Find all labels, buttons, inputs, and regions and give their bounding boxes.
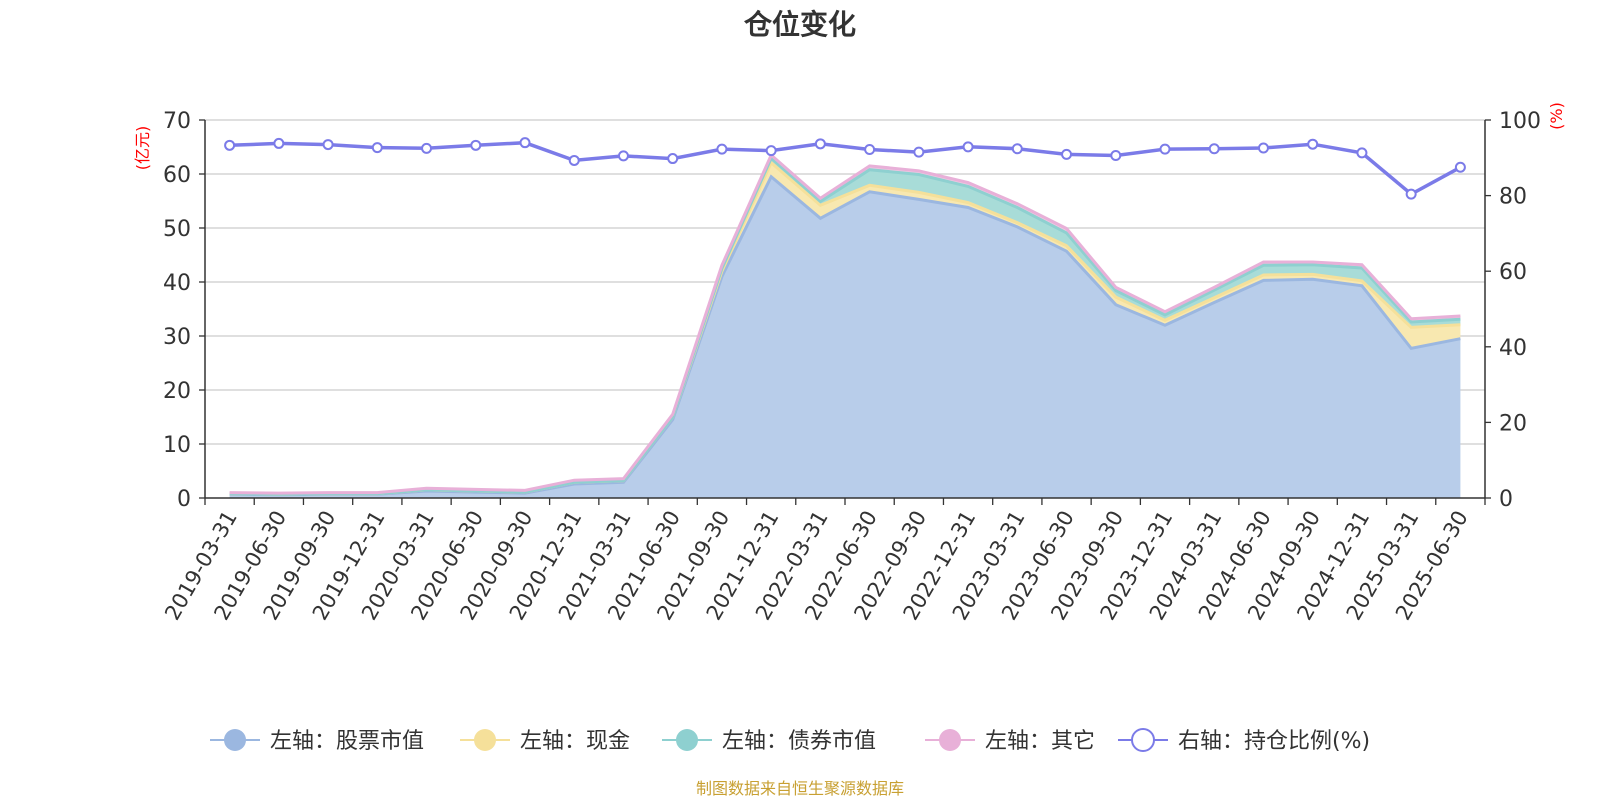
ratio-point xyxy=(1061,148,1073,160)
legend-label: 左轴：债券市值 xyxy=(722,729,876,754)
ratio-point xyxy=(1110,150,1122,162)
ratio-point xyxy=(913,146,925,158)
ratio-point xyxy=(716,143,728,155)
legend-label: 左轴：其它 xyxy=(985,729,1095,754)
right-tick-label: 100 xyxy=(1499,109,1541,134)
area-左轴：股票市值 xyxy=(229,176,1461,498)
left-tick-label: 40 xyxy=(163,271,191,296)
ratio-point xyxy=(470,139,482,151)
legend-item[interactable]: 左轴：股票市值 xyxy=(210,729,424,754)
legend-marker xyxy=(939,729,961,751)
right-tick-label: 0 xyxy=(1499,487,1513,512)
left-tick-label: 50 xyxy=(163,217,191,242)
right-tick-label: 80 xyxy=(1499,185,1527,210)
legend-label: 左轴：股票市值 xyxy=(270,729,424,754)
ratio-point xyxy=(1356,147,1368,159)
ratio-point xyxy=(1257,142,1269,154)
ratio-point xyxy=(1405,188,1417,200)
right-axis-unit: (%) xyxy=(1547,102,1566,130)
area-line-左轴：债券市值 xyxy=(229,155,1461,496)
left-tick-label: 60 xyxy=(163,163,191,188)
legend: 左轴：股票市值 左轴：现金 左轴：债券市值 左轴：其它 右轴：持仓比例(%) xyxy=(210,728,1370,754)
ratio-point xyxy=(224,139,236,151)
ratio-point xyxy=(864,143,876,155)
right-tick-label: 20 xyxy=(1499,411,1527,436)
chart-title: 仓位变化 xyxy=(744,8,856,41)
legend-marker xyxy=(1131,728,1155,752)
ratio-point xyxy=(568,154,580,166)
legend-label: 右轴：持仓比例(%) xyxy=(1178,729,1370,754)
ratio-point xyxy=(519,137,531,149)
legend-item[interactable]: 左轴：其它 xyxy=(925,729,1095,754)
ratio-point xyxy=(814,138,826,150)
ratio-point xyxy=(421,142,433,154)
left-tick-label: 20 xyxy=(163,379,191,404)
legend-marker xyxy=(474,729,496,751)
ratio-point xyxy=(765,145,777,157)
ratio-point xyxy=(322,139,334,151)
ratio-point xyxy=(1454,161,1466,173)
left-tick-label: 10 xyxy=(163,433,191,458)
legend-marker xyxy=(224,729,246,751)
right-tick-label: 40 xyxy=(1499,336,1527,361)
ratio-point xyxy=(962,141,974,153)
ratio-point xyxy=(273,137,285,149)
left-tick-label: 70 xyxy=(163,109,191,134)
left-tick-label: 30 xyxy=(163,325,191,350)
ratio-point xyxy=(371,142,383,154)
data-source-note: 制图数据来自恒生聚源数据库 xyxy=(696,779,904,798)
ratio-point xyxy=(667,153,679,165)
left-tick-label: 0 xyxy=(177,487,191,512)
ratio-point xyxy=(1307,138,1319,150)
ratio-point xyxy=(1208,143,1220,155)
legend-item[interactable]: 右轴：持仓比例(%) xyxy=(1118,728,1370,754)
ratio-line-layer xyxy=(224,137,1466,200)
legend-item[interactable]: 左轴：债券市值 xyxy=(662,729,876,754)
ratio-point xyxy=(617,150,629,162)
ratio-point xyxy=(1011,143,1023,155)
legend-marker xyxy=(676,729,698,751)
legend-item[interactable]: 左轴：现金 xyxy=(460,729,630,754)
legend-label: 左轴：现金 xyxy=(520,729,630,754)
area-line-左轴：其它 xyxy=(229,152,1461,495)
stacked-areas xyxy=(229,152,1461,498)
ratio-line xyxy=(229,140,1462,197)
ratio-point xyxy=(1159,143,1171,155)
right-tick-label: 60 xyxy=(1499,260,1527,285)
left-axis-unit: (亿元) xyxy=(133,126,152,171)
